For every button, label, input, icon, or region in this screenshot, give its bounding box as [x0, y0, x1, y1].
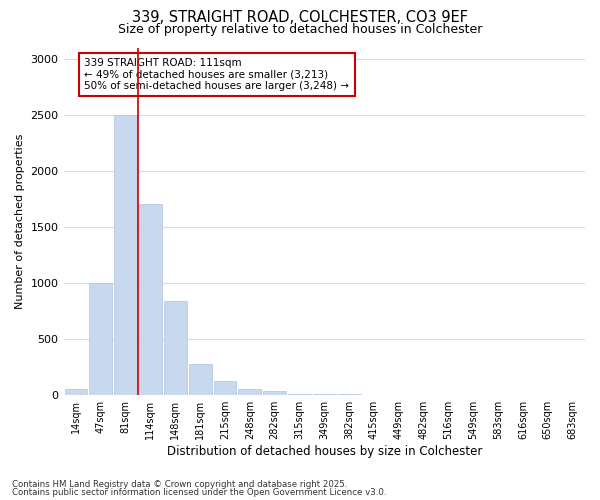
Bar [238, 389, 261, 394]
Bar [263, 392, 286, 394]
Bar [214, 382, 236, 394]
Text: 339, STRAIGHT ROAD, COLCHESTER, CO3 9EF: 339, STRAIGHT ROAD, COLCHESTER, CO3 9EF [132, 10, 468, 25]
Text: Size of property relative to detached houses in Colchester: Size of property relative to detached ho… [118, 22, 482, 36]
Bar [139, 204, 162, 394]
Bar [114, 114, 137, 394]
Text: 339 STRAIGHT ROAD: 111sqm
← 49% of detached houses are smaller (3,213)
50% of se: 339 STRAIGHT ROAD: 111sqm ← 49% of detac… [85, 58, 349, 91]
Bar [89, 282, 112, 395]
Text: Contains HM Land Registry data © Crown copyright and database right 2025.: Contains HM Land Registry data © Crown c… [12, 480, 347, 489]
Bar [188, 364, 212, 394]
X-axis label: Distribution of detached houses by size in Colchester: Distribution of detached houses by size … [167, 444, 482, 458]
Bar [65, 389, 88, 394]
Y-axis label: Number of detached properties: Number of detached properties [15, 134, 25, 309]
Bar [164, 300, 187, 394]
Text: Contains public sector information licensed under the Open Government Licence v3: Contains public sector information licen… [12, 488, 386, 497]
